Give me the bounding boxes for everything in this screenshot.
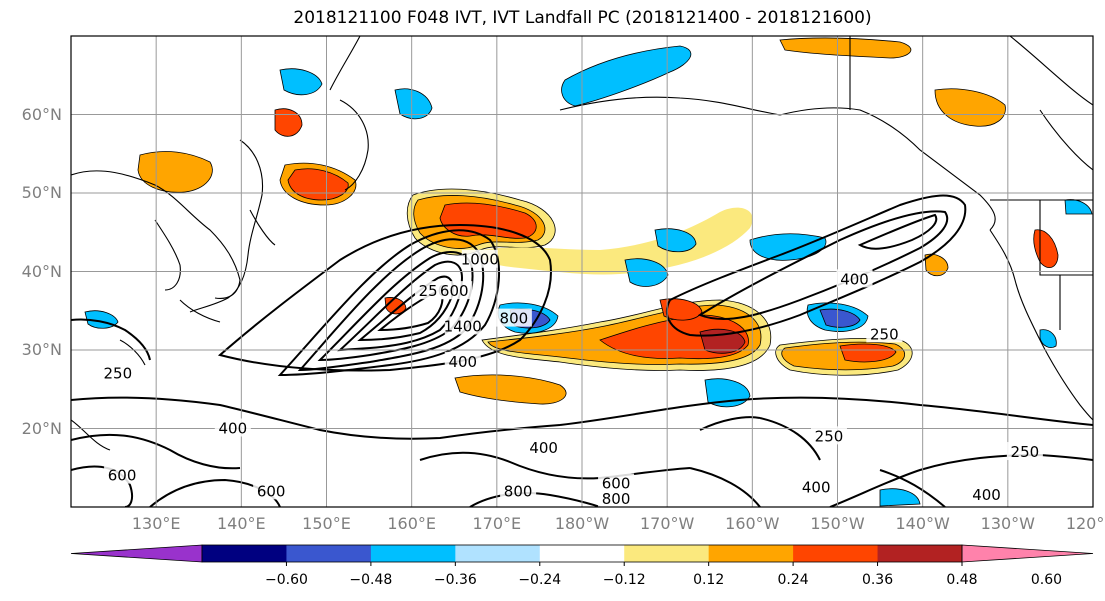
colorbar-tick-label: −0.24 xyxy=(518,572,562,588)
contour-label-background xyxy=(104,465,141,484)
latitude-label: 20°N xyxy=(21,418,62,438)
contour-label: 400 xyxy=(972,486,1001,504)
longitude-label: 160°W xyxy=(725,514,780,533)
longitude-label: 140°E xyxy=(217,514,266,533)
contour-label-background xyxy=(461,249,498,268)
ivt-map: 250 600 1000 1400 800 400 250 400 600 600 400 800 60… xyxy=(70,35,1094,508)
longitude-label: 170°W xyxy=(639,514,695,533)
contour-label: 800 xyxy=(602,490,631,508)
contour-label-background xyxy=(798,477,835,496)
colorbar-tick-label: −0.36 xyxy=(433,572,477,588)
colorbar-tick-label: 0.24 xyxy=(777,572,809,588)
contour-label-background xyxy=(444,316,481,335)
contour-label-background xyxy=(253,481,290,500)
colorbar-swatch xyxy=(877,545,963,562)
longitude-label: 130°W xyxy=(980,514,1035,533)
colorbar-swatch xyxy=(539,545,625,562)
colorbar-outline xyxy=(201,544,963,563)
contour-label-background xyxy=(598,473,635,492)
contour-label: 250 xyxy=(815,427,844,445)
colorbar-extend-max xyxy=(961,544,1094,563)
colorbar-swatch xyxy=(286,545,372,562)
colorbar-swatch xyxy=(370,545,456,562)
contour-label-background xyxy=(436,281,473,300)
contour-label-background xyxy=(525,438,562,457)
colorbar-tick-label: 0.36 xyxy=(861,572,894,588)
latitude-label: 40°N xyxy=(21,261,62,281)
colorbar-swatch xyxy=(624,545,710,562)
colorbar-tick-label: 0.60 xyxy=(1030,572,1063,588)
colorbar-tick-label: 0.48 xyxy=(946,572,978,588)
map-frame xyxy=(70,35,1094,508)
contour-label: 600 xyxy=(602,474,631,492)
contour-label: 1400 xyxy=(444,317,482,335)
contour-label: 250 xyxy=(104,365,133,383)
contour-label: 1000 xyxy=(461,251,499,269)
latitude-label: 50°N xyxy=(21,183,62,202)
latitude-label: 30°N xyxy=(21,340,62,359)
colorbar-extend-min xyxy=(70,544,203,563)
contour-label-background xyxy=(598,489,635,507)
contour-label-background xyxy=(1006,442,1043,461)
contour-label: 800 xyxy=(500,310,529,328)
colorbar-swatch xyxy=(793,545,879,562)
contour-label-background xyxy=(500,481,537,500)
contour-label-background xyxy=(866,324,903,343)
chart-title: 2018121100 F048 IVT, IVT Landfall PC (20… xyxy=(293,8,872,28)
longitude-label: 180°W xyxy=(554,514,610,533)
contour-label-background xyxy=(214,418,251,437)
coastlines xyxy=(71,36,1093,451)
contour-label: 600 xyxy=(108,467,137,485)
longitude-label: 170°E xyxy=(472,514,522,533)
contour-label-background xyxy=(495,308,532,327)
longitude-label: 120°W xyxy=(1065,514,1105,533)
contour-label-background xyxy=(444,351,481,370)
contour-label: 600 xyxy=(257,482,286,500)
contour-label: 400 xyxy=(840,270,869,288)
colorbar-swatch xyxy=(202,545,287,562)
positive-anomaly-shading xyxy=(137,37,1059,405)
contour-label: 400 xyxy=(802,478,831,496)
colorbar-swatch xyxy=(455,545,541,562)
contour-label: 400 xyxy=(448,353,477,371)
longitude-label: 150°E xyxy=(302,514,351,533)
longitude-label: 160°E xyxy=(387,514,436,533)
contour-label: 800 xyxy=(504,482,533,500)
longitude-label: 130°E xyxy=(131,514,181,533)
contour-label: 250 xyxy=(870,325,899,343)
colorbar-tick-label: 0.12 xyxy=(693,572,725,588)
contour-label-background xyxy=(836,269,873,288)
contour-label: 250 xyxy=(1011,443,1040,461)
contour-label-background xyxy=(99,363,136,382)
contour-label: 600 xyxy=(440,282,469,300)
contour-label: 400 xyxy=(218,420,247,438)
colorbar-tick-label: −0.48 xyxy=(349,572,393,588)
latitude-label: 60°N xyxy=(21,104,62,124)
contour-label: 400 xyxy=(529,439,558,457)
colorbar-tick-label: −0.12 xyxy=(602,572,646,588)
longitude-label: 140°W xyxy=(895,514,950,533)
longitude-label: 150°W xyxy=(810,514,865,533)
colorbar-tick-label: −0.60 xyxy=(264,572,308,588)
colorbar-swatch xyxy=(708,545,794,562)
contour-label-background xyxy=(968,485,1005,504)
contour-label-background xyxy=(810,426,847,445)
